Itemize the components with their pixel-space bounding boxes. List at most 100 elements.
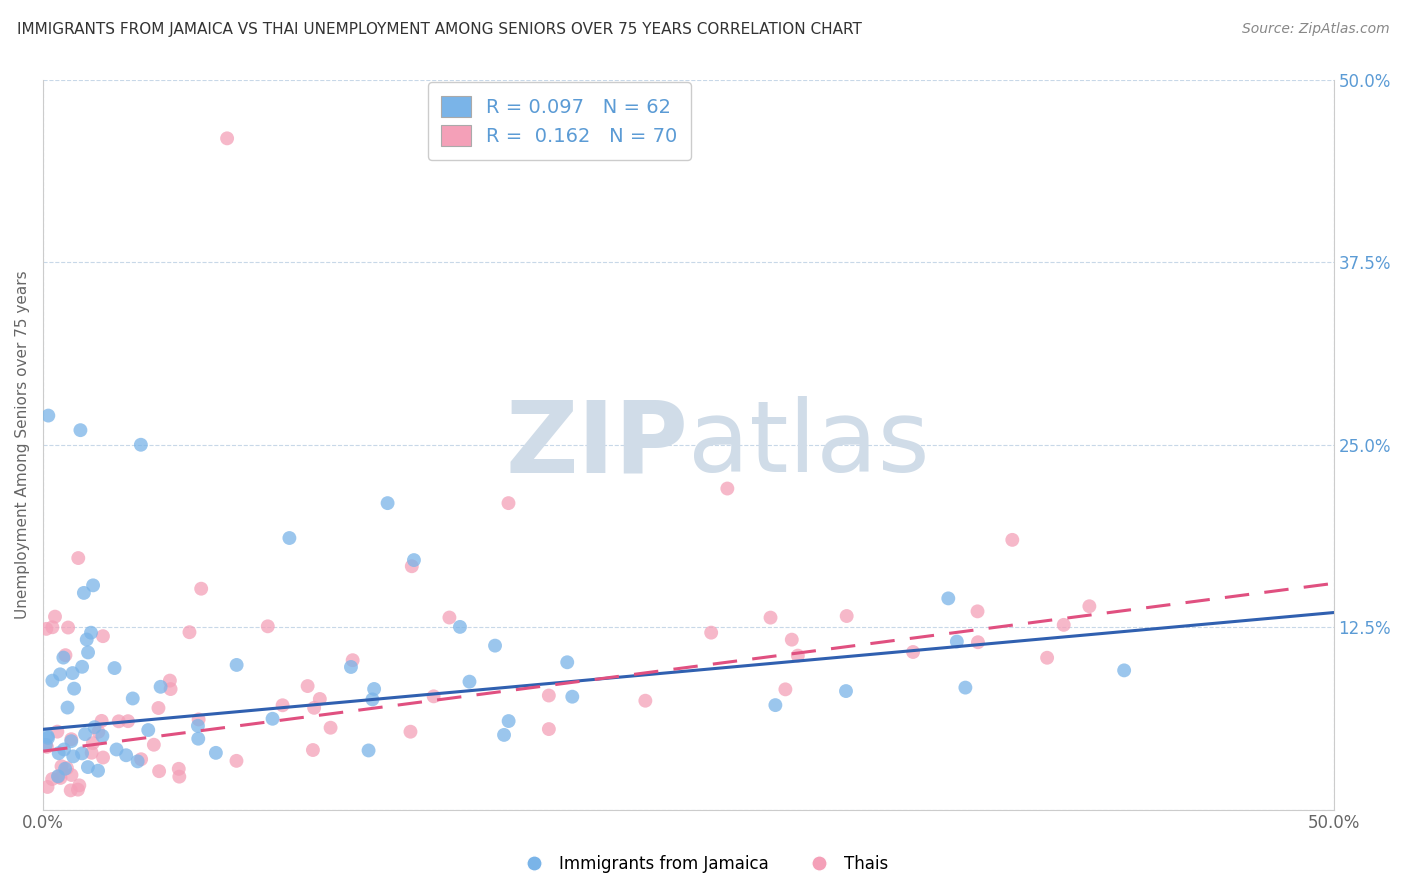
- Point: [167, 762, 190, 776]
- Point: [136, 723, 159, 737]
- Point: [302, 701, 325, 715]
- Point: [716, 482, 738, 496]
- Point: [1078, 599, 1101, 614]
- Text: ZIP: ZIP: [506, 396, 689, 493]
- Point: [377, 496, 399, 510]
- Point: [217, 131, 239, 145]
- Point: [62, 749, 84, 764]
- Point: [271, 698, 294, 713]
- Point: [148, 701, 170, 715]
- Legend: R = 0.097   N = 62, R =  0.162   N = 70: R = 0.097 N = 62, R = 0.162 N = 70: [427, 82, 690, 160]
- Point: [69, 423, 91, 437]
- Point: [498, 496, 520, 510]
- Point: [1001, 533, 1024, 547]
- Point: [129, 752, 152, 766]
- Point: [1036, 650, 1059, 665]
- Point: [62, 666, 84, 681]
- Point: [53, 742, 76, 756]
- Point: [48, 770, 70, 784]
- Point: [302, 743, 325, 757]
- Point: [190, 582, 212, 596]
- Point: [55, 648, 77, 662]
- Point: [77, 760, 100, 774]
- Point: [225, 657, 247, 672]
- Point: [142, 738, 165, 752]
- Point: [361, 692, 384, 706]
- Point: [103, 661, 125, 675]
- Point: [107, 714, 129, 729]
- Point: [149, 680, 172, 694]
- Point: [537, 689, 560, 703]
- Point: [73, 727, 96, 741]
- Point: [56, 761, 79, 775]
- Point: [308, 692, 330, 706]
- Point: [278, 531, 301, 545]
- Point: [1053, 618, 1076, 632]
- Point: [63, 681, 86, 696]
- Point: [44, 609, 66, 624]
- Point: [484, 639, 506, 653]
- Point: [187, 713, 209, 727]
- Point: [187, 731, 209, 746]
- Point: [148, 764, 170, 779]
- Point: [159, 673, 181, 688]
- Point: [80, 746, 103, 760]
- Point: [73, 586, 96, 600]
- Point: [835, 609, 858, 624]
- Point: [363, 681, 385, 696]
- Point: [297, 679, 319, 693]
- Point: [35, 738, 58, 752]
- Point: [402, 553, 425, 567]
- Point: [70, 747, 93, 761]
- Point: [449, 620, 471, 634]
- Text: atlas: atlas: [689, 396, 929, 493]
- Text: IMMIGRANTS FROM JAMAICA VS THAI UNEMPLOYMENT AMONG SENIORS OVER 75 YEARS CORRELA: IMMIGRANTS FROM JAMAICA VS THAI UNEMPLOY…: [17, 22, 862, 37]
- Point: [37, 780, 59, 794]
- Point: [67, 778, 90, 792]
- Point: [60, 732, 83, 747]
- Point: [901, 645, 924, 659]
- Point: [83, 720, 105, 734]
- Point: [759, 610, 782, 624]
- Point: [37, 729, 59, 743]
- Point: [60, 734, 83, 748]
- Point: [498, 714, 520, 728]
- Point: [225, 754, 247, 768]
- Point: [49, 667, 72, 681]
- Point: [340, 660, 363, 674]
- Legend: Immigrants from Jamaica, Thais: Immigrants from Jamaica, Thais: [510, 848, 896, 880]
- Point: [835, 684, 858, 698]
- Point: [87, 724, 110, 739]
- Point: [49, 771, 72, 785]
- Point: [955, 681, 977, 695]
- Point: [117, 714, 139, 728]
- Point: [458, 674, 481, 689]
- Point: [59, 783, 82, 797]
- Point: [159, 681, 181, 696]
- Point: [422, 690, 444, 704]
- Point: [763, 698, 786, 712]
- Point: [46, 769, 69, 783]
- Point: [342, 653, 364, 667]
- Point: [775, 682, 797, 697]
- Point: [439, 610, 461, 624]
- Point: [780, 632, 803, 647]
- Point: [91, 729, 114, 743]
- Point: [53, 762, 76, 776]
- Point: [67, 551, 90, 566]
- Point: [537, 722, 560, 736]
- Point: [46, 724, 69, 739]
- Point: [399, 724, 422, 739]
- Point: [35, 622, 58, 636]
- Point: [129, 438, 152, 452]
- Point: [492, 728, 515, 742]
- Point: [256, 619, 278, 633]
- Point: [82, 578, 104, 592]
- Point: [60, 768, 83, 782]
- Point: [187, 719, 209, 733]
- Point: [401, 559, 423, 574]
- Point: [77, 645, 100, 659]
- Point: [205, 746, 228, 760]
- Point: [76, 632, 98, 647]
- Point: [48, 746, 70, 760]
